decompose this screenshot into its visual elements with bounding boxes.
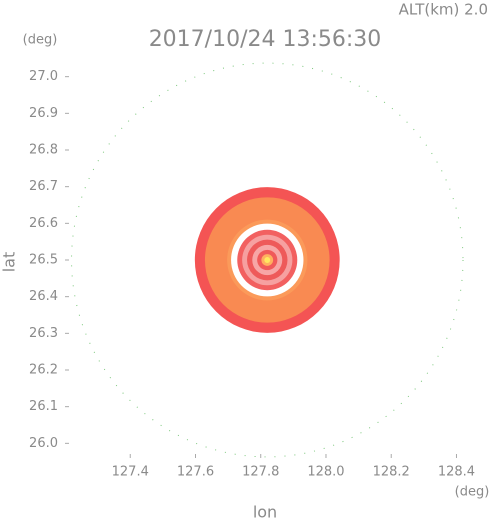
y-tick-label: 26.3 <box>29 326 58 341</box>
x-axis-label: lon <box>253 503 277 522</box>
chart-title: 2017/10/24 13:56:30 <box>149 27 382 52</box>
x-tick-label: 128.4 <box>438 465 475 480</box>
range-ring <box>71 62 464 458</box>
x-tick-label: 127.8 <box>242 465 279 480</box>
x-tick-label: 127.6 <box>177 465 214 480</box>
y-unit: (deg) <box>23 33 58 48</box>
x-unit: (deg) <box>455 485 490 500</box>
y-tick-label: 26.9 <box>29 106 58 121</box>
echo-ring <box>264 257 271 263</box>
x-tick-label: 128.2 <box>373 465 410 480</box>
y-tick-label: 26.6 <box>29 216 58 231</box>
y-tick-label: 26.8 <box>29 143 58 158</box>
y-tick-label: 26.2 <box>29 363 58 378</box>
y-axis-label: lat <box>0 252 19 273</box>
y-tick-label: 26.4 <box>29 289 58 304</box>
y-tick-label: 26.7 <box>29 179 58 194</box>
altitude-label: ALT(km) 2.0 <box>399 1 488 19</box>
y-tick-label: 26.0 <box>29 436 58 451</box>
y-tick-label: 26.5 <box>29 253 58 268</box>
y-tick-label: 26.1 <box>29 399 58 414</box>
y-tick-label: 27.0 <box>29 69 58 84</box>
x-tick-label: 128.0 <box>307 465 344 480</box>
x-tick-label: 127.4 <box>112 465 149 480</box>
